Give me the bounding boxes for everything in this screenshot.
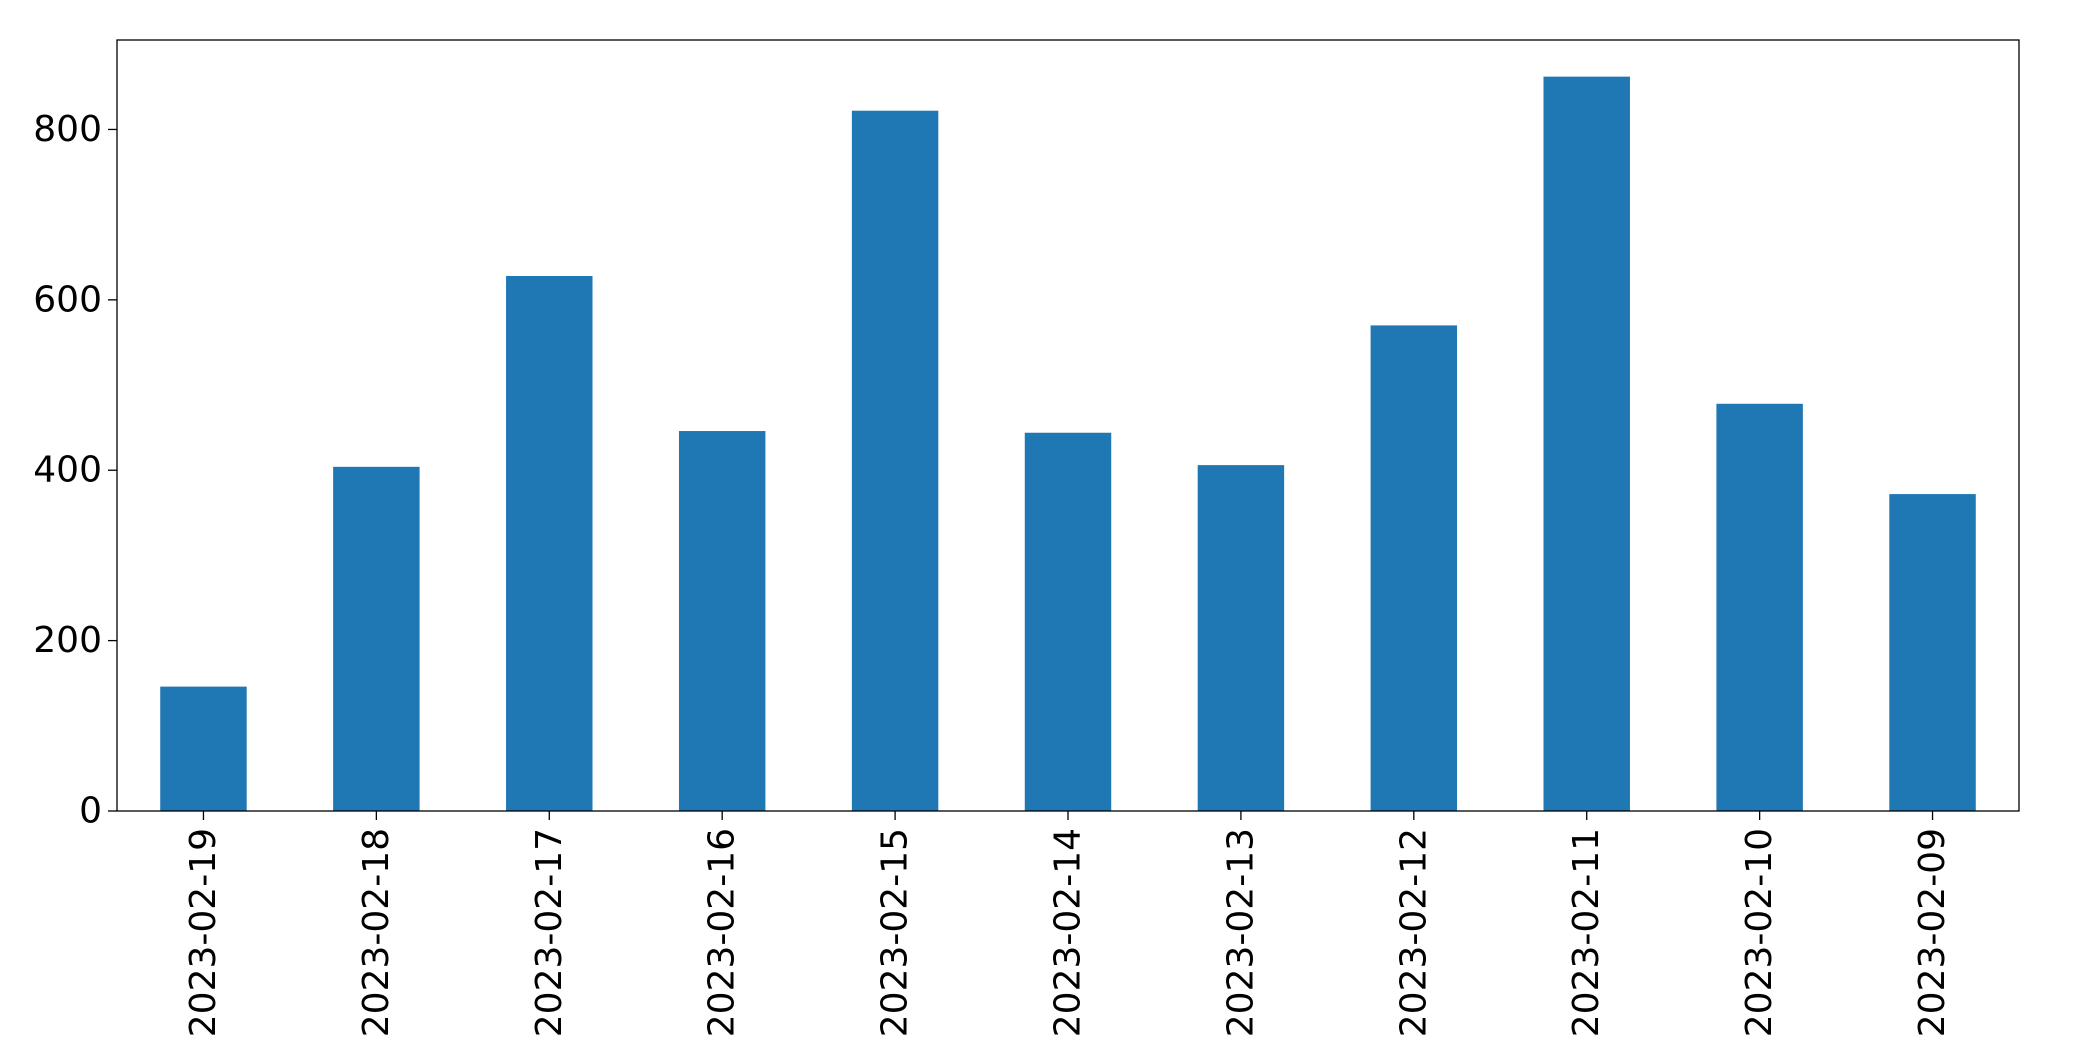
bar-2023-02-15 [851, 110, 939, 811]
x-tick-label: 2023-02-10 [1739, 828, 1780, 1037]
bar-2023-02-10 [1716, 403, 1803, 811]
x-tick-label: 2023-02-17 [529, 828, 570, 1037]
y-tick-label: 400 [33, 450, 102, 491]
y-axis: 0 200 400 600 800 [33, 109, 117, 832]
x-tick-label: 2023-02-19 [183, 828, 224, 1037]
y-tick-label: 800 [33, 109, 102, 150]
y-tick-label: 0 [79, 791, 102, 832]
bar-2023-02-16 [678, 431, 766, 811]
x-tick-label: 2023-02-12 [1393, 828, 1434, 1037]
x-tick-label: 2023-02-15 [875, 828, 916, 1037]
bar-2023-02-12 [1370, 325, 1458, 811]
y-tick-label: 600 [33, 279, 102, 320]
x-axis: 2023-02-19 2023-02-18 2023-02-17 2023-02-16… [183, 811, 1953, 1037]
bars-group [160, 76, 1976, 812]
bar-2023-02-19 [160, 686, 247, 811]
x-tick-label: 2023-02-14 [1048, 828, 1089, 1037]
x-tick-label: 2023-02-13 [1220, 828, 1261, 1037]
x-tick-label: 2023-02-09 [1912, 828, 1953, 1037]
y-tick-label: 200 [33, 620, 102, 661]
bar-2023-02-13 [1197, 465, 1285, 811]
bar-2023-02-11 [1543, 76, 1630, 811]
x-tick-label: 2023-02-11 [1566, 828, 1607, 1037]
bar-2023-02-09 [1889, 494, 1976, 811]
plot-frame [116, 39, 2020, 812]
bar-2023-02-17 [506, 275, 593, 812]
x-tick-label: 2023-02-18 [356, 828, 397, 1037]
bar-2023-02-14 [1024, 432, 1112, 811]
bar-2023-02-18 [333, 466, 420, 811]
x-tick-label: 2023-02-16 [702, 828, 743, 1037]
